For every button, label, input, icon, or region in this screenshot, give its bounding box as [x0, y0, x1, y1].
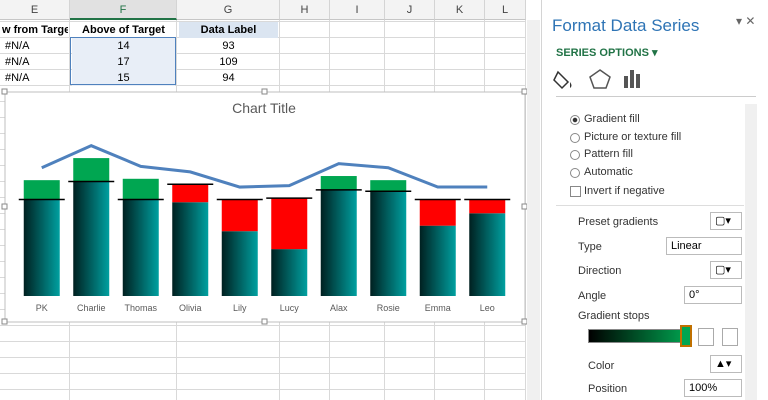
- bar-segment: [320, 176, 357, 190]
- bar-segment: [419, 199, 456, 226]
- bar-segment: [172, 202, 209, 296]
- gradient-bar[interactable]: [588, 329, 690, 343]
- x-tick-label: Charlie: [77, 303, 106, 313]
- x-tick-label: Lily: [233, 303, 247, 313]
- radio-button[interactable]: [570, 132, 580, 143]
- bar-segment: [221, 199, 258, 232]
- radio-button[interactable]: [570, 115, 580, 125]
- section-title: SERIES OPTIONS: [556, 47, 649, 59]
- type-label: Type: [578, 241, 602, 253]
- chart: Chart Title PK Charlie Thomas Olivia Lily Luc…: [1, 20, 540, 400]
- column-header[interactable]: G: [177, 0, 280, 20]
- column-header[interactable]: J: [385, 0, 435, 20]
- cell[interactable]: 94: [222, 72, 235, 84]
- header-cell[interactable]: Data Label: [179, 22, 278, 38]
- cell[interactable]: 109: [219, 56, 238, 68]
- cell[interactable]: #N/A: [5, 40, 30, 52]
- stops-label: Gradient stops: [578, 310, 650, 322]
- cell[interactable]: 93: [222, 40, 235, 52]
- bar-segment: [469, 199, 506, 214]
- cell[interactable]: 15: [72, 70, 175, 86]
- bar-segment: [122, 178, 159, 200]
- bar-segment: [122, 199, 159, 296]
- column-header[interactable]: K: [435, 0, 485, 20]
- angle-input[interactable]: 0°: [684, 286, 742, 304]
- cell[interactable]: #N/A: [5, 56, 30, 68]
- x-tick-label: Emma: [425, 303, 451, 313]
- x-tick-label: Rosie: [377, 303, 400, 313]
- x-tick-label: Olivia: [179, 303, 202, 313]
- radio-button[interactable]: [570, 150, 580, 160]
- bar-segment: [271, 249, 308, 296]
- fill-option[interactable]: Automatic: [584, 165, 633, 178]
- resize-handles: [1, 88, 528, 325]
- bar-segment: [419, 225, 456, 296]
- column-header[interactable]: F: [70, 0, 177, 20]
- bar-segment: [23, 180, 60, 200]
- color-picker[interactable]: ▲▾: [710, 355, 742, 373]
- bar-segment: [320, 189, 357, 296]
- cell[interactable]: 14: [72, 38, 175, 54]
- header-cell[interactable]: w from Target: [2, 24, 68, 36]
- preset-label: Preset gradients: [578, 216, 659, 228]
- x-tick-label: Lucy: [280, 303, 300, 313]
- type-dropdown[interactable]: Linear: [666, 237, 742, 255]
- panel-scrollbar[interactable]: [745, 104, 757, 400]
- cell[interactable]: 17: [72, 54, 175, 70]
- fill-option[interactable]: Picture or texture fill: [584, 130, 682, 143]
- bar-segment: [172, 184, 209, 203]
- radio-button[interactable]: [570, 167, 580, 178]
- bar-segment: [73, 181, 110, 296]
- color-label: Color: [588, 360, 615, 372]
- x-tick-label: Alax: [330, 303, 348, 313]
- column-header[interactable]: E: [0, 0, 70, 20]
- bar-segment: [23, 199, 60, 296]
- bar-segment: [469, 213, 506, 296]
- cell[interactable]: #N/A: [5, 72, 30, 84]
- column-header[interactable]: I: [330, 0, 385, 20]
- direction-dropdown[interactable]: ▢▾: [710, 261, 742, 279]
- bar-segment: [221, 231, 258, 296]
- tab-icons[interactable]: [552, 66, 662, 92]
- remove-stop[interactable]: [722, 328, 738, 346]
- selection: [70, 37, 176, 85]
- scrollbar[interactable]: [527, 20, 540, 400]
- x-tick-label: Leo: [480, 303, 495, 313]
- section-header[interactable]: SERIES OPTIONS ▾: [556, 47, 658, 59]
- column-header[interactable]: H: [280, 0, 330, 20]
- bar-segment: [271, 198, 308, 250]
- position-label: Position: [588, 383, 628, 395]
- format-panel: Format Data Series ▾ ✕ SERIES OPTIONS ▾ …: [541, 0, 768, 400]
- gradient-stop[interactable]: [680, 325, 692, 347]
- panel-title: Format Data Series: [552, 16, 700, 35]
- checkbox[interactable]: [570, 186, 581, 197]
- panel-menu[interactable]: ▾ ✕: [736, 14, 756, 28]
- x-tick-label: Thomas: [124, 303, 157, 313]
- add-stop[interactable]: [698, 328, 714, 346]
- fill-option[interactable]: Pattern fill: [584, 148, 633, 160]
- fill-option[interactable]: Gradient fill: [584, 113, 640, 125]
- angle-label: Angle: [578, 290, 607, 302]
- bar-segment: [73, 158, 110, 182]
- bar-segment: [370, 191, 407, 296]
- bar-segment: [370, 180, 407, 192]
- column-header[interactable]: L: [485, 0, 526, 20]
- header-cell[interactable]: Above of Target: [82, 24, 165, 36]
- direction-label: Direction: [578, 265, 622, 277]
- data-label-line: [41, 144, 488, 189]
- preset-dropdown[interactable]: ▢▾: [710, 212, 742, 230]
- x-tick-label: PK: [36, 303, 48, 313]
- position-input[interactable]: 100%: [684, 379, 742, 397]
- chart-title: Chart Title: [232, 100, 296, 116]
- invert-option[interactable]: Invert if negative: [584, 185, 665, 197]
